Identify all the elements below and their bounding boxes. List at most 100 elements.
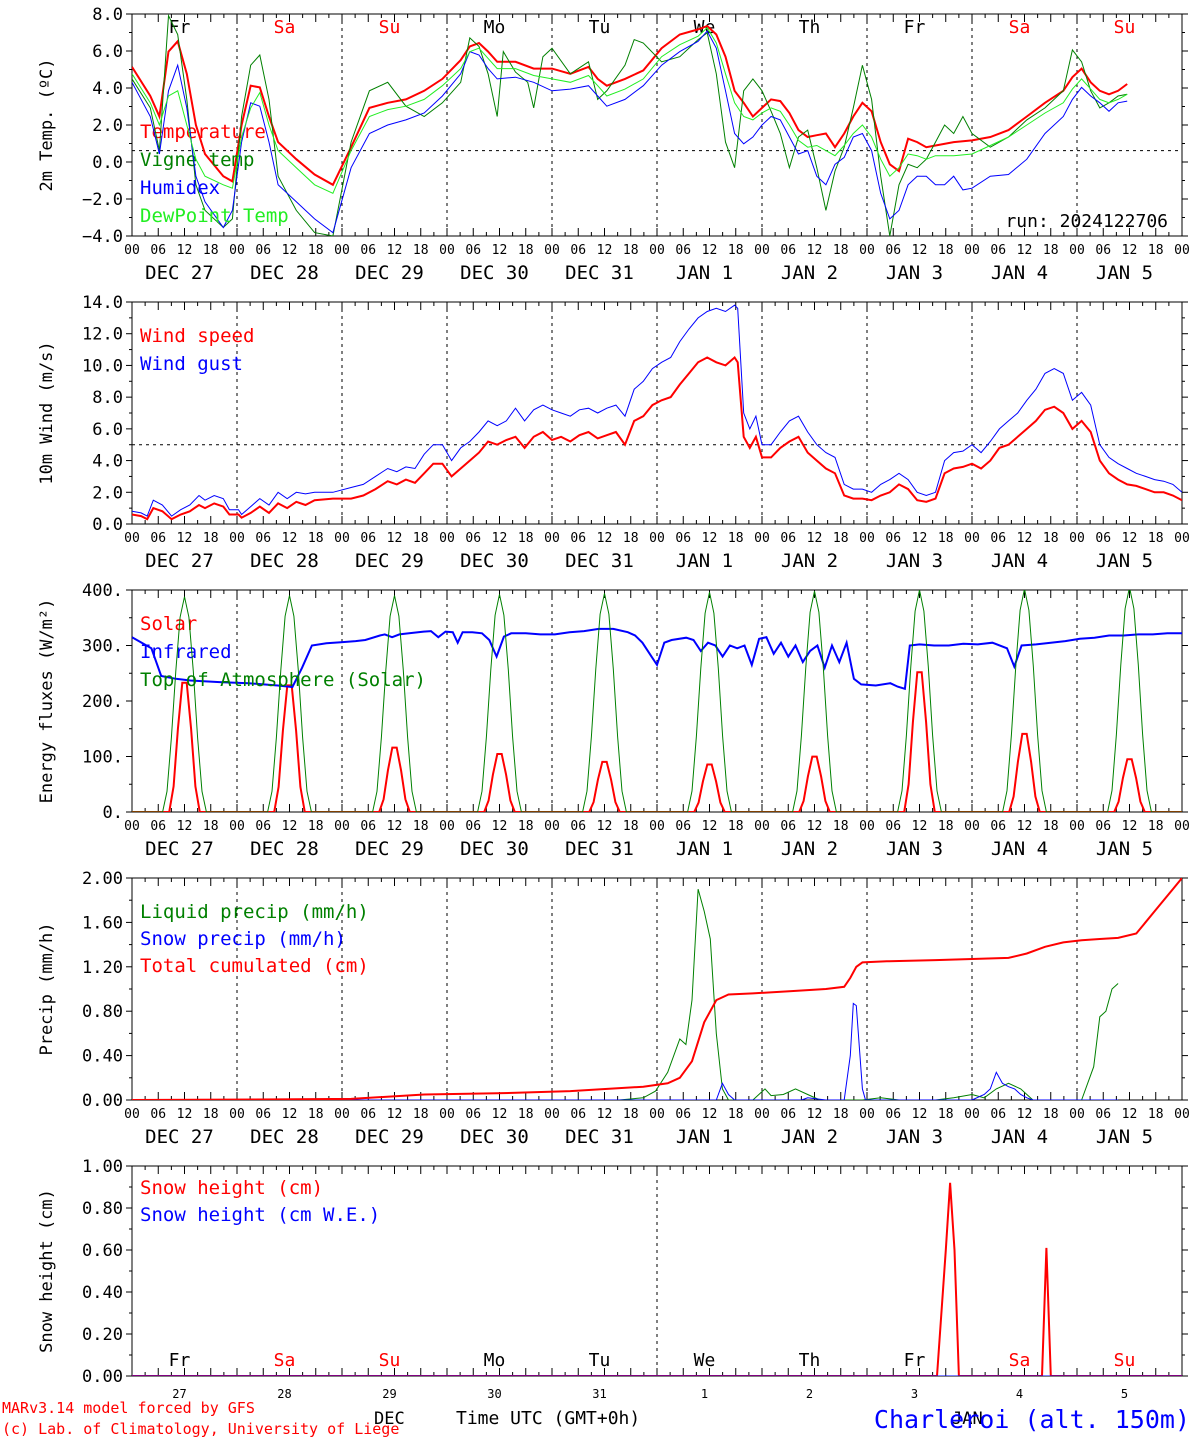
x-hour-label: 18 [308, 819, 324, 834]
x-hour-label: 12 [492, 243, 508, 258]
weekday-label: Su [379, 17, 401, 38]
x-hour-label: 18 [1043, 531, 1059, 546]
x-hour-label: 00 [649, 243, 665, 258]
x-hour-label: 12 [702, 243, 718, 258]
y-tick-label: 1.60 [82, 913, 123, 933]
x-hour-label: 18 [308, 1107, 324, 1122]
x-date-label: JAN 5 [1096, 1126, 1153, 1148]
x-hour-label: 12 [912, 531, 928, 546]
x-hour-label: 00 [1174, 531, 1190, 546]
x-hour-label: 18 [728, 1107, 744, 1122]
x-date-label: JAN 1 [676, 550, 733, 572]
x-hour-label: 00 [1174, 243, 1190, 258]
x-hour-label: 18 [728, 819, 744, 834]
legend-entry: Humidex [140, 177, 220, 199]
x-date-label: JAN 2 [781, 838, 838, 860]
panel-precip: 2.00 1.60 1.20 0.80 0.40 0.00 Precip (mm/h) 00 0… [37, 869, 1190, 1148]
y-tick-label: 8.0 [92, 388, 123, 408]
legend-entry: Snow height (cm) [140, 1177, 323, 1199]
legend-entry: Top of Atmosphere (Solar) [140, 669, 426, 691]
series-line [132, 24, 1128, 187]
x-date-label: DEC 30 [460, 262, 529, 284]
y-tick-label: −4.0 [82, 227, 123, 247]
x-hour-label: 18 [413, 531, 429, 546]
x-hour-label: 06 [150, 1107, 166, 1122]
y-tick-label: 14.0 [82, 293, 123, 313]
footer-time-label: Time UTC (GMT+0h) [456, 1408, 640, 1429]
weekday-label: Fr [904, 17, 926, 38]
legend-entry: Wind speed [140, 325, 254, 347]
x-hour-label: 00 [964, 243, 980, 258]
x-hour-label: 18 [203, 1107, 219, 1122]
x-hour-label: 06 [360, 819, 376, 834]
x-hour-label: 12 [702, 1107, 718, 1122]
x-hour-label: 12 [282, 819, 298, 834]
panel-temp: 8.0 6.0 4.0 2.0 0.0 −2.0 −4.0 2m Temp. (ºC) 00 06… [37, 5, 1190, 284]
x-date-label: JAN 1 [676, 838, 733, 860]
x-hour-label: 18 [623, 1107, 639, 1122]
panel-wind: 14.0 12.0 10.0 8.0 6.0 4.0 2.0 0.0 10m Wind (m/s… [37, 293, 1190, 572]
series-line [132, 304, 1182, 517]
x-date-label: DEC 30 [460, 550, 529, 572]
x-hour-label: 12 [1122, 243, 1138, 258]
x-date-label: DEC 30 [460, 838, 529, 860]
series-line [132, 14, 1128, 236]
x-hour-label: 12 [492, 1107, 508, 1122]
x-hour-label: 18 [308, 531, 324, 546]
x-hour-label: 18 [623, 531, 639, 546]
y-tick-label: −2.0 [82, 190, 123, 210]
x-hour-label: 00 [1069, 1107, 1085, 1122]
x-hour-label: 06 [990, 531, 1006, 546]
x-hour-label: 06 [570, 243, 586, 258]
legend-entry: Snow height (cm W.E.) [140, 1204, 380, 1226]
x-hour-label: 00 [544, 531, 560, 546]
weekday-label: Sa [1009, 17, 1031, 38]
x-hour-label: 18 [938, 243, 954, 258]
x-hour-label: 06 [675, 819, 691, 834]
plot-frame [131, 301, 1183, 525]
y-axis-label: 10m Wind (m/s) [37, 341, 57, 484]
x-date-label: JAN 2 [781, 1126, 838, 1148]
legend-entry: Infrared [140, 641, 232, 663]
x-hour-label: 18 [308, 243, 324, 258]
x-hour-label: 12 [1017, 243, 1033, 258]
x-hour-label: 12 [387, 531, 403, 546]
legend-entry: Solar [140, 613, 197, 635]
x-hour-label: 00 [439, 243, 455, 258]
x-hour-label: 18 [938, 819, 954, 834]
x-hour-label: 18 [203, 819, 219, 834]
day-number-label: 1 [701, 1387, 708, 1401]
series-line [132, 26, 1128, 194]
y-tick-label: 0.0 [92, 515, 123, 535]
x-date-label: DEC 29 [355, 262, 424, 284]
x-hour-label: 06 [780, 531, 796, 546]
weekday-label: Sa [274, 1350, 296, 1371]
x-hour-label: 06 [885, 243, 901, 258]
x-hour-label: 12 [177, 819, 193, 834]
x-hour-label: 00 [334, 243, 350, 258]
x-hour-label: 00 [439, 819, 455, 834]
x-hour-label: 00 [859, 243, 875, 258]
x-date-label: JAN 3 [886, 550, 943, 572]
y-tick-label: 0.00 [82, 1091, 123, 1111]
x-hour-label: 06 [1095, 819, 1111, 834]
x-hour-label: 12 [387, 243, 403, 258]
y-tick-label: 0.00 [82, 1367, 123, 1387]
y-tick-label: 0. [103, 803, 123, 823]
x-date-label: DEC 29 [355, 1126, 424, 1148]
legend-entry: DewPoint Temp [140, 205, 289, 227]
x-date-label: JAN 5 [1096, 550, 1153, 572]
x-date-label: DEC 27 [145, 262, 214, 284]
x-hour-label: 12 [177, 243, 193, 258]
x-hour-label: 18 [203, 243, 219, 258]
x-hour-label: 00 [859, 1107, 875, 1122]
y-tick-label: 0.80 [82, 1002, 123, 1022]
x-hour-label: 06 [1095, 531, 1111, 546]
x-hour-label: 06 [360, 531, 376, 546]
y-axis-label: 2m Temp. (ºC) [37, 58, 57, 191]
x-hour-label: 00 [964, 1107, 980, 1122]
weekday-label: Sa [274, 17, 296, 38]
x-hour-label: 06 [255, 243, 271, 258]
footer-lab-credit: (c) Lab. of Climatology, University of L… [2, 1420, 399, 1438]
weekday-label: Tu [589, 17, 611, 38]
